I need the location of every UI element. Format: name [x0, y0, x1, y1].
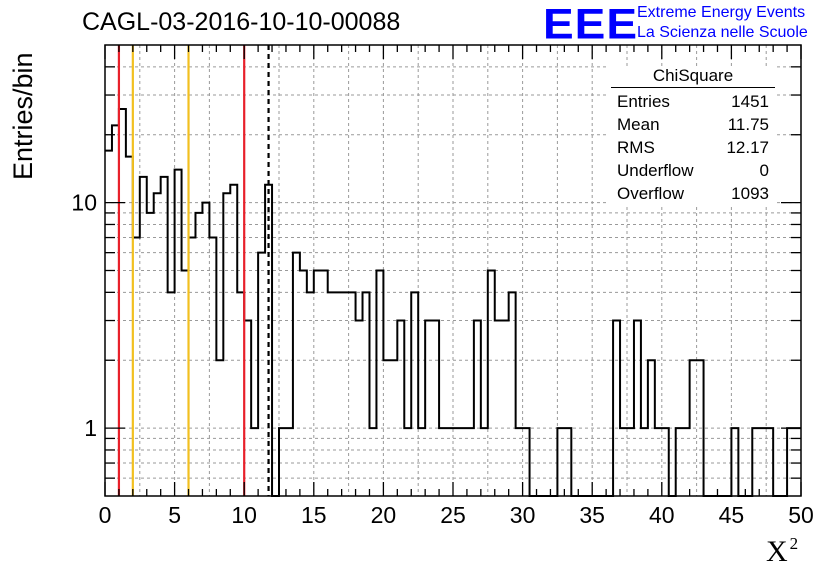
stats-value: 1451: [731, 92, 769, 111]
x-tick-label: 35: [579, 502, 605, 528]
stats-value: 11.75: [727, 115, 769, 134]
stats-label: Overflow: [617, 184, 685, 203]
x-tick-label: 0: [99, 502, 112, 528]
stats-label: Underflow: [617, 161, 694, 180]
logo-line-1: Extreme Energy Events: [637, 4, 806, 21]
stats-label: Mean: [617, 115, 660, 134]
x-axis-label-sup: 2: [789, 534, 799, 553]
x-tick-label: 30: [510, 502, 536, 528]
stats-row-overflow: Overflow 1093: [611, 182, 775, 205]
stats-row-mean: Mean 11.75: [611, 113, 775, 136]
stats-box-background: [609, 66, 777, 206]
x-tick-label: 40: [649, 502, 675, 528]
stats-row-entries: Entries 1451: [611, 90, 775, 113]
x-tick-label: 25: [440, 502, 466, 528]
logo-line-2: La Scienza nelle Scuole: [637, 24, 808, 41]
eee-logo: EEE: [543, 0, 639, 48]
stats-value: 12.17: [726, 138, 769, 157]
x-tick-label: 50: [788, 502, 814, 528]
x-tick-label: 5: [168, 502, 181, 528]
x-tick-label: 20: [371, 502, 397, 528]
y-tick-label: 1: [84, 415, 97, 441]
y-axis-label: Entries/bin: [8, 52, 38, 180]
x-tick-label: 15: [301, 502, 327, 528]
stats-title: ChiSquare: [611, 66, 775, 88]
stats-label: Entries: [617, 92, 670, 111]
stats-label: RMS: [617, 138, 655, 157]
stats-value: 0: [759, 161, 769, 180]
x-axis-label-text: X: [766, 535, 788, 568]
x-tick-label: 10: [231, 502, 257, 528]
histogram-outline: [105, 108, 801, 497]
stats-box: ChiSquare Entries 1451 Mean 11.75 RMS 12.17…: [611, 66, 775, 205]
x-tick-label: 45: [719, 502, 745, 528]
stats-row-underflow: Underflow 0: [611, 159, 775, 182]
stats-value: 1093: [731, 184, 769, 203]
stats-row-rms: RMS 12.17: [611, 136, 775, 159]
logo-text: Extreme Energy Events La Scienza nelle S…: [637, 3, 808, 43]
y-tick-label: 10: [71, 190, 97, 216]
chart-title: CAGL-03-2016-10-10-00088: [82, 8, 401, 36]
